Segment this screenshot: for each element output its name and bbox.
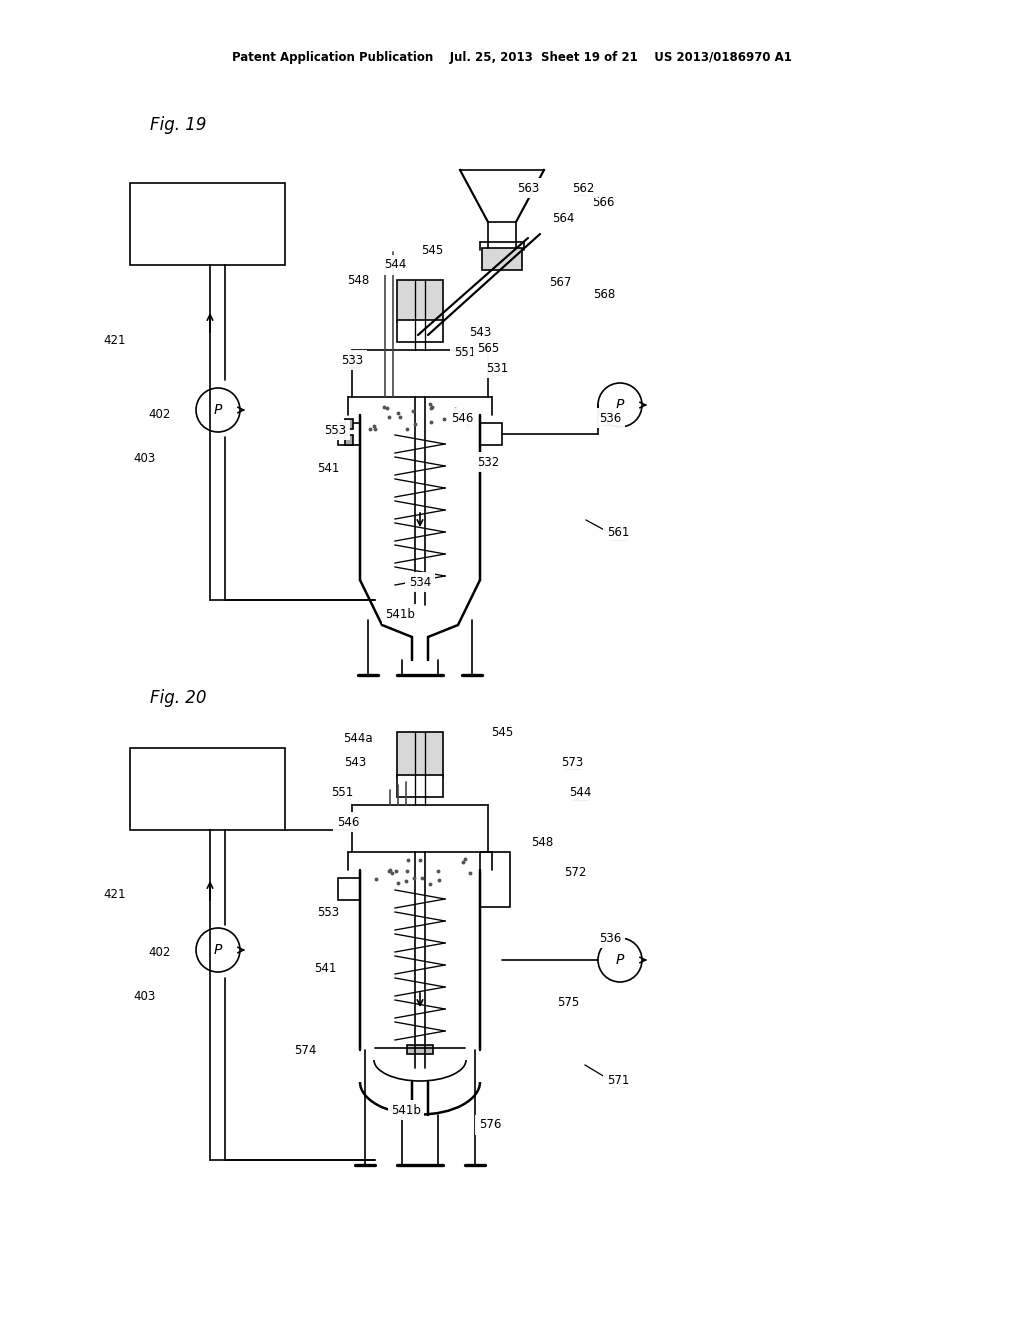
Text: 544a: 544a (343, 731, 373, 744)
Text: P: P (615, 953, 625, 968)
Text: 402: 402 (148, 408, 171, 421)
Bar (397, 775, 443, 797)
Bar (482, 248, 522, 271)
Text: 544: 544 (384, 259, 407, 272)
Text: Fig. 19: Fig. 19 (150, 116, 207, 135)
Text: 553: 553 (324, 424, 346, 437)
Text: 571: 571 (607, 1073, 629, 1086)
Text: 545: 545 (421, 243, 443, 256)
Text: 551: 551 (454, 346, 476, 359)
Circle shape (196, 928, 240, 972)
Text: 402: 402 (148, 946, 171, 960)
Text: P: P (615, 399, 625, 412)
Text: 541b: 541b (385, 607, 415, 620)
Bar (130, 183, 285, 265)
Text: 567: 567 (549, 276, 571, 289)
Text: 541: 541 (316, 462, 339, 474)
Text: 566: 566 (592, 197, 614, 210)
Text: 403: 403 (134, 451, 156, 465)
Text: 551: 551 (331, 785, 353, 799)
Text: 564: 564 (552, 211, 574, 224)
Text: 421: 421 (103, 334, 126, 346)
Text: 572: 572 (564, 866, 586, 879)
Bar (480, 851, 510, 907)
Text: 421: 421 (103, 888, 126, 902)
Text: 576: 576 (479, 1118, 501, 1131)
Text: 403: 403 (134, 990, 156, 1003)
Text: 536: 536 (599, 412, 622, 425)
Text: Patent Application Publication    Jul. 25, 2013  Sheet 19 of 21    US 2013/01869: Patent Application Publication Jul. 25, … (232, 51, 792, 65)
Text: 544: 544 (568, 787, 591, 800)
Bar (345, 418, 353, 429)
Circle shape (196, 388, 240, 432)
Text: 563: 563 (517, 181, 539, 194)
Text: 546: 546 (451, 412, 473, 425)
Text: 548: 548 (347, 273, 369, 286)
Circle shape (598, 383, 642, 426)
Text: P: P (214, 942, 222, 957)
Text: 575: 575 (557, 997, 580, 1010)
Text: 568: 568 (593, 289, 615, 301)
Bar (480, 422, 502, 445)
Text: 546: 546 (337, 816, 359, 829)
Text: 562: 562 (571, 181, 594, 194)
Bar (397, 319, 443, 342)
Bar (480, 878, 502, 900)
Text: 541b: 541b (391, 1104, 421, 1117)
Text: 561: 561 (607, 527, 629, 540)
Text: 565: 565 (477, 342, 499, 355)
Text: 545: 545 (490, 726, 513, 738)
Text: Fig. 20: Fig. 20 (150, 689, 207, 708)
Text: P: P (214, 403, 222, 417)
Text: 533: 533 (341, 354, 364, 367)
Text: 573: 573 (561, 755, 583, 768)
Circle shape (598, 939, 642, 982)
Text: 532: 532 (477, 455, 499, 469)
Text: 574: 574 (294, 1044, 316, 1056)
Text: 553: 553 (317, 906, 339, 919)
Bar (345, 436, 353, 445)
Bar (338, 878, 360, 900)
Bar (130, 748, 285, 830)
Text: 531: 531 (485, 362, 508, 375)
Text: 541: 541 (313, 961, 336, 974)
Bar (338, 422, 360, 445)
Text: 536: 536 (599, 932, 622, 945)
Bar (407, 1045, 433, 1053)
Bar (397, 280, 443, 322)
Text: 543: 543 (344, 755, 367, 768)
Bar (397, 733, 443, 777)
Text: 548: 548 (530, 837, 553, 850)
Text: 543: 543 (469, 326, 492, 338)
Text: 534: 534 (409, 576, 431, 589)
